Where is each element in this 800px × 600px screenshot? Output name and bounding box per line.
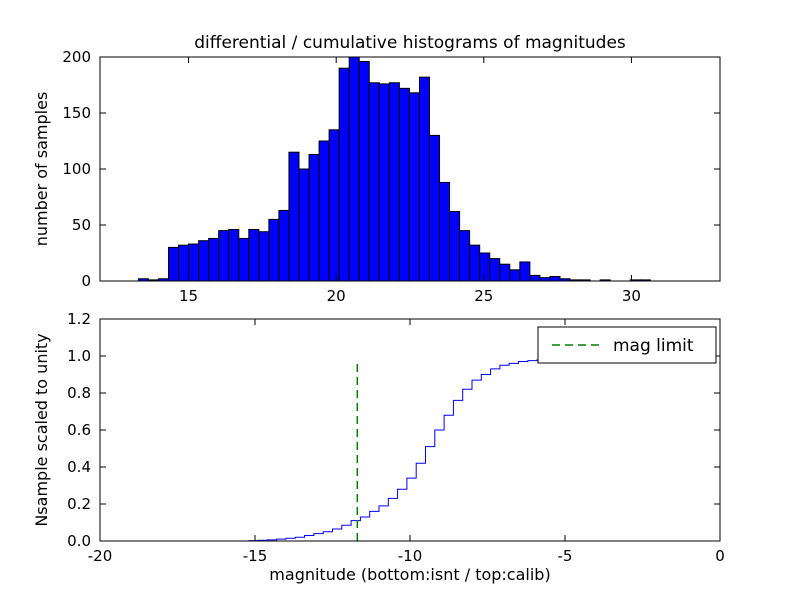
histogram-bar — [489, 258, 501, 282]
top-y-tick-label: 50 — [72, 216, 91, 234]
bottom-y-tick-label: 0.2 — [67, 495, 91, 513]
histogram-bar — [428, 134, 441, 282]
histogram-bar — [398, 87, 410, 282]
top-axes-frame — [99, 56, 721, 282]
histogram-bar — [248, 228, 260, 282]
histogram-bar — [318, 140, 330, 282]
bottom-y-tick-label: 0.8 — [67, 384, 91, 402]
histogram-bar — [238, 237, 250, 282]
histogram-bar — [358, 60, 370, 282]
legend-label: mag limit — [613, 336, 694, 356]
bottom-y-tick-label: 0.0 — [67, 532, 91, 550]
histogram-bar — [388, 82, 400, 282]
histogram-bar — [368, 82, 380, 282]
bottom-x-axis-label: magnitude (bottom:isnt / top:calib) — [269, 565, 550, 584]
histogram-bar — [418, 76, 430, 282]
histogram-bar — [519, 261, 531, 282]
histogram-bar — [439, 181, 451, 282]
histogram-bar — [549, 276, 561, 282]
top-x-tick-label: 20 — [327, 287, 346, 305]
top-y-axis-label: number of samples — [32, 92, 51, 247]
bottom-x-tick-label: -5 — [558, 547, 573, 565]
top-y-tick-label: 0 — [81, 272, 91, 290]
histogram-bar — [208, 237, 220, 282]
histogram-bar — [298, 168, 310, 282]
bottom-axes-frame — [99, 318, 721, 542]
histogram-bar — [288, 151, 300, 282]
top-y-tick-label: 200 — [62, 48, 91, 66]
histogram-bar — [278, 209, 290, 282]
histogram-bar — [499, 263, 511, 282]
histogram-bar — [529, 274, 541, 282]
generated-plot-elements: 15 20 25 30 0 50 100 150 200 -20 -15 -10 -5 0 0.0 0.2 0.… — [62, 48, 724, 565]
histogram-bar — [408, 92, 420, 282]
bottom-y-axis-label: Nsample scaled to unity — [32, 333, 51, 526]
histogram-bar — [348, 56, 360, 282]
top-x-tick-label: 25 — [474, 287, 493, 305]
bottom-x-tick-label: -15 — [243, 547, 268, 565]
histogram-bar — [328, 129, 340, 282]
histogram-bar — [539, 277, 551, 282]
histogram-bar — [178, 244, 190, 282]
histogram-bar — [449, 211, 461, 282]
chart-title: differential / cumulative histograms of … — [194, 33, 626, 53]
bottom-x-tick-label: -10 — [398, 547, 423, 565]
bottom-y-tick-label: 0.6 — [67, 421, 91, 439]
histogram-bar — [338, 67, 350, 282]
histogram-bar — [459, 230, 471, 282]
histogram-bar — [168, 246, 180, 282]
top-x-tick-label: 30 — [622, 287, 641, 305]
top-y-tick-label: 150 — [62, 104, 91, 122]
top-y-tick-label: 100 — [62, 160, 91, 178]
histogram-bar — [469, 244, 481, 282]
bottom-x-tick-label: 0 — [715, 547, 725, 565]
histogram-bar — [218, 230, 230, 282]
histogram-bar — [308, 153, 320, 282]
histogram-bar — [378, 83, 390, 282]
histogram-bar — [268, 218, 280, 282]
histogram-bar — [479, 252, 491, 282]
histogram-bar — [198, 240, 210, 282]
bottom-x-tick-label: -20 — [88, 547, 113, 565]
bottom-y-tick-label: 0.4 — [67, 458, 91, 476]
bottom-y-tick-label: 1.2 — [67, 310, 91, 328]
histogram-bar — [228, 228, 240, 282]
cumulative-line — [100, 355, 720, 542]
bottom-y-tick-label: 1.0 — [67, 347, 91, 365]
top-x-tick-label: 15 — [179, 287, 198, 305]
histogram-bar — [258, 231, 270, 282]
histogram-bar — [509, 269, 521, 282]
histogram-bar — [188, 243, 200, 282]
